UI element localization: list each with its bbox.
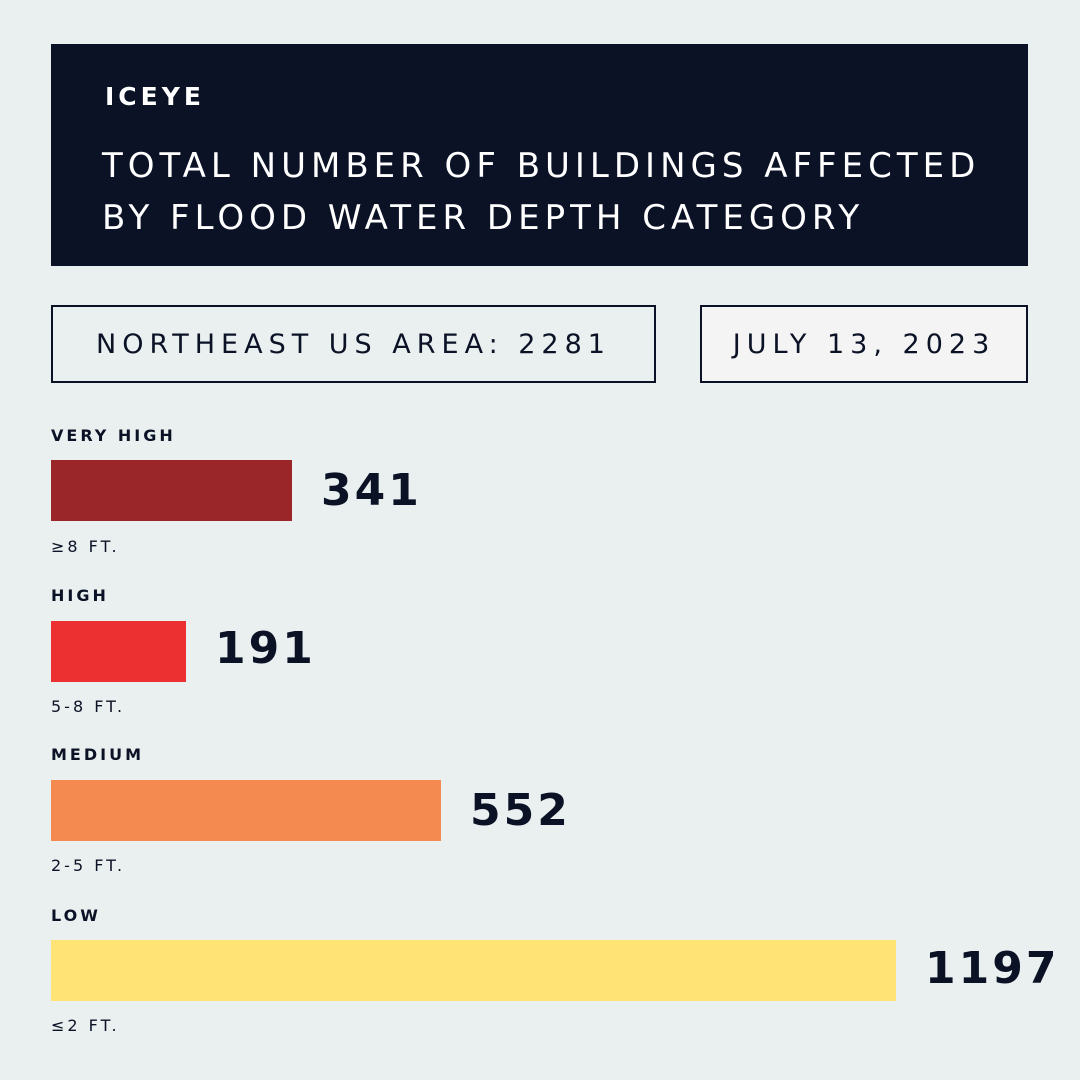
iceye-logo: ICEYE [105, 82, 205, 111]
value-label-high: 191 [215, 623, 316, 674]
chart-title: TOTAL NUMBER OF BUILDINGS AFFECTED BY FL… [102, 140, 1002, 244]
value-label-low: 1197 [925, 943, 1060, 994]
category-label-very-high: VERY HIGH [51, 426, 176, 445]
range-label-high: 5-8 FT. [51, 697, 126, 716]
bar-low [51, 940, 896, 1001]
category-label-low: LOW [51, 906, 101, 925]
category-label-medium: MEDIUM [51, 745, 144, 764]
chart-title-line-1: TOTAL NUMBER OF BUILDINGS AFFECTED [102, 146, 981, 186]
bar-medium [51, 780, 441, 841]
category-label-high: HIGH [51, 586, 109, 605]
bar-high [51, 621, 186, 682]
range-label-very-high: ≥8 FT. [51, 537, 120, 556]
chart-title-line-2: BY FLOOD WATER DEPTH CATEGORY [102, 198, 865, 238]
value-label-very-high: 341 [321, 465, 422, 516]
range-label-low: ≤2 FT. [51, 1016, 120, 1035]
area-total-box: NORTHEAST US AREA: 2281 [51, 305, 656, 383]
date-box: JULY 13, 2023 [700, 305, 1028, 383]
range-label-medium: 2-5 FT. [51, 856, 126, 875]
value-label-medium: 552 [470, 785, 571, 836]
bar-very-high [51, 460, 292, 521]
header-banner: ICEYE TOTAL NUMBER OF BUILDINGS AFFECTED… [51, 44, 1028, 266]
